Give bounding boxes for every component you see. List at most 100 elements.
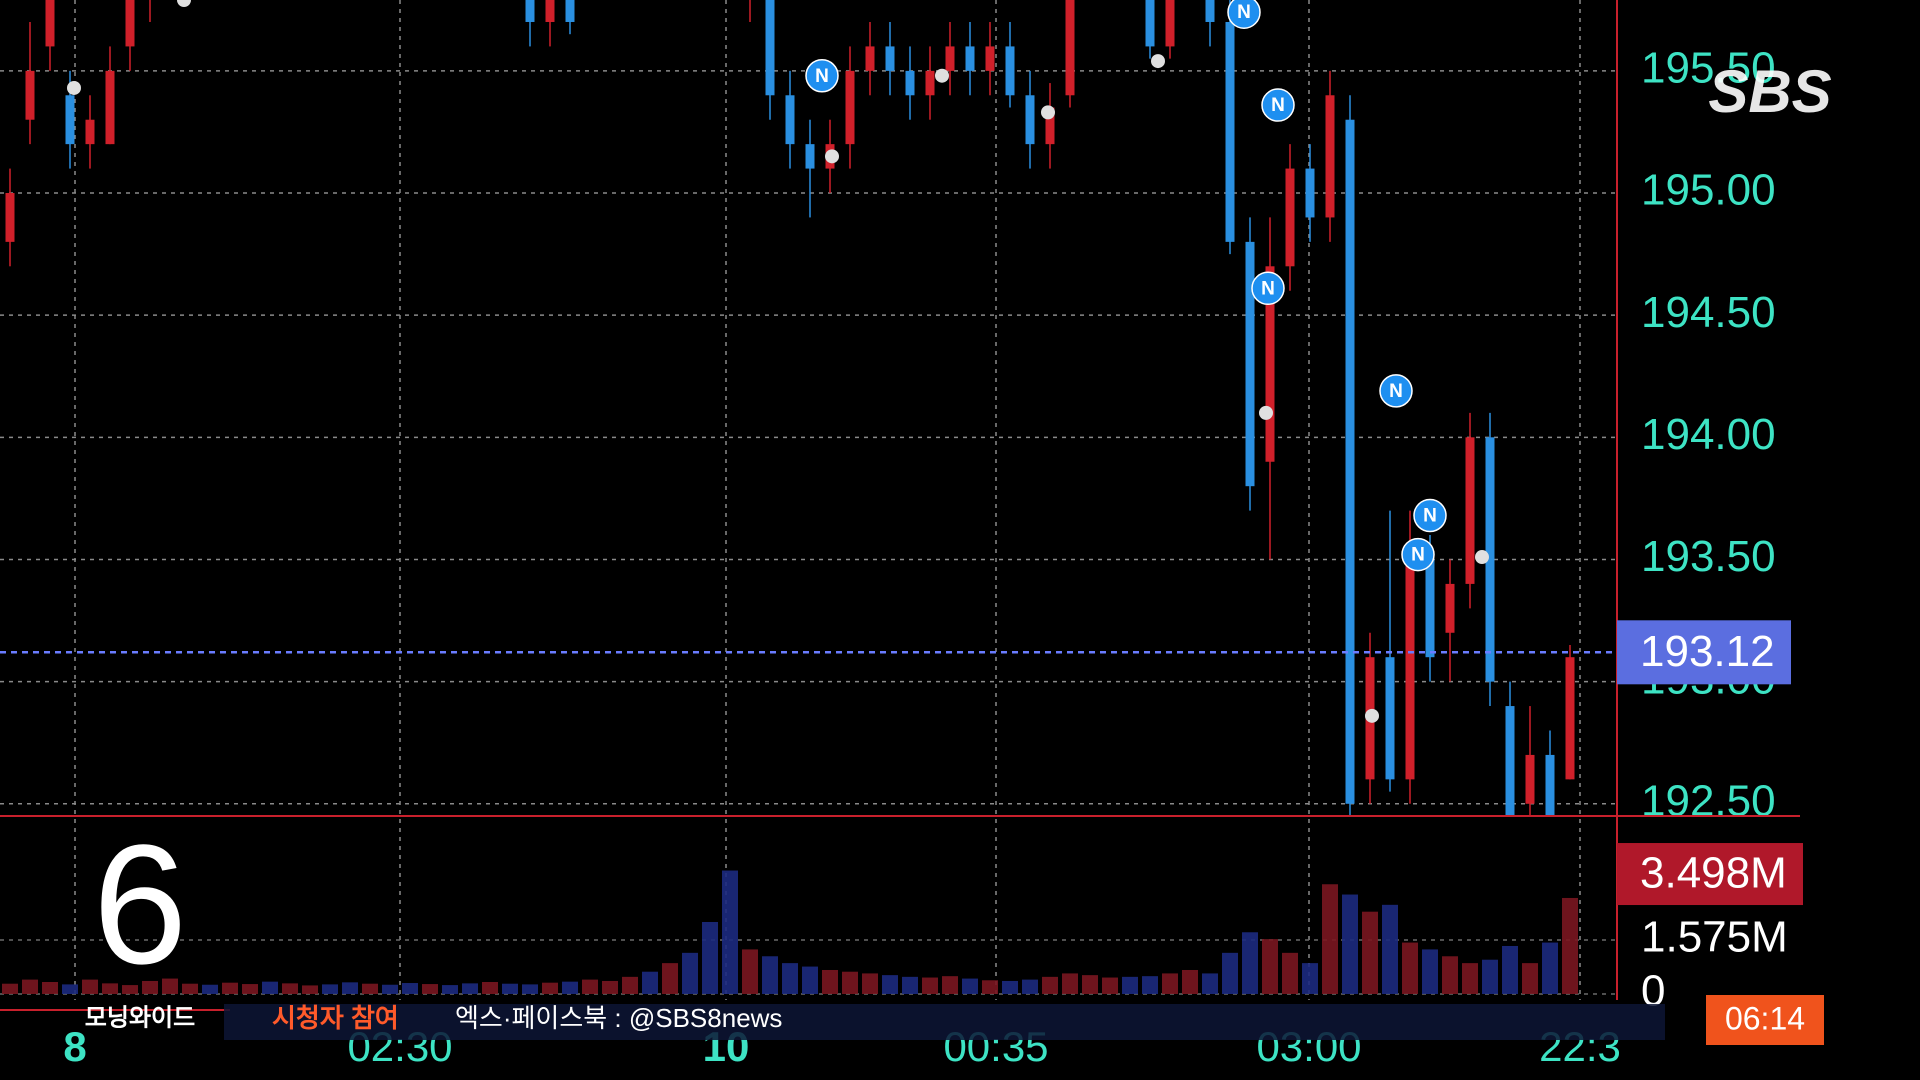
candle-body — [1525, 754, 1535, 804]
y-tick-label: 195.00 — [1641, 166, 1776, 215]
y-tick-label: 194.00 — [1641, 410, 1776, 459]
candle-body — [1045, 107, 1055, 145]
program-name: 모닝와이드 — [85, 1004, 195, 1031]
volume-bar — [862, 973, 878, 994]
volume-bar — [1242, 932, 1258, 994]
channel-logo: SBS — [1708, 58, 1831, 125]
volume-bar — [542, 982, 558, 994]
candle-body — [905, 70, 915, 96]
last-price-label: 193.12 — [1640, 627, 1775, 676]
volume-bar — [62, 984, 78, 994]
volume-bar — [1462, 963, 1478, 994]
volume-bar — [102, 983, 118, 994]
volume-bar — [482, 981, 498, 994]
volume-bar — [1302, 963, 1318, 994]
news-marker-label: N — [1411, 545, 1425, 566]
candle-body — [1465, 437, 1475, 584]
candle-body — [25, 70, 35, 120]
volume-bar — [1082, 975, 1098, 994]
volume-bar — [1362, 911, 1378, 994]
volume-bar — [1382, 904, 1398, 994]
candle-body — [65, 95, 75, 145]
volume-bar — [402, 983, 418, 994]
candle-body — [1005, 46, 1015, 96]
candle-body — [1225, 21, 1235, 242]
volume-bar — [782, 963, 798, 994]
volume-bar — [502, 983, 518, 994]
news-marker-label: N — [1423, 506, 1437, 527]
news-marker — [1261, 88, 1295, 122]
volume-bar — [222, 982, 238, 994]
volume-bar — [202, 984, 218, 994]
candle-body — [1425, 559, 1435, 658]
volume-bar — [2, 983, 18, 994]
candle-body — [845, 70, 855, 145]
candle-body — [1025, 95, 1035, 145]
y-tick-label: 193.50 — [1641, 532, 1776, 581]
y-tick-label: 194.50 — [1641, 288, 1776, 337]
candle-body — [525, 0, 535, 22]
volume-bar — [242, 984, 258, 994]
volume-bar — [582, 979, 598, 994]
marker-dot — [1365, 708, 1379, 723]
volume-bar — [382, 984, 398, 994]
volume-marker-label: 3.498M — [1640, 849, 1787, 898]
volume-bar — [142, 980, 158, 994]
news-marker — [1379, 374, 1413, 408]
volume-bar — [1442, 956, 1458, 994]
news-marker — [1227, 0, 1261, 29]
volume-bar — [1322, 884, 1338, 994]
candle-body — [865, 46, 875, 71]
volume-bar — [522, 984, 538, 994]
candle-body — [1485, 437, 1495, 682]
candle-body — [1285, 168, 1295, 267]
volume-bar — [262, 981, 278, 994]
y-tick-label: 1.575M — [1641, 913, 1788, 962]
news-marker-label: N — [1271, 95, 1285, 116]
volume-bar — [1422, 949, 1438, 994]
candle-body — [1325, 95, 1335, 218]
volume-bar — [42, 981, 58, 994]
marker-dot — [177, 0, 191, 7]
candle-body — [1545, 754, 1555, 816]
volume-bar — [1062, 973, 1078, 994]
candle-body — [565, 0, 575, 22]
candle-body — [125, 0, 135, 47]
candle-body — [805, 144, 815, 169]
volume-bar — [302, 985, 318, 994]
volume-bar — [422, 984, 438, 994]
volume-bar — [22, 979, 38, 994]
marker-dot — [1041, 105, 1055, 120]
volume-bar — [1002, 980, 1018, 994]
ticker-text: 엑스·페이스북 : @SBS8news — [455, 1003, 782, 1033]
x-tick-label: 8 — [63, 1023, 86, 1070]
news-marker — [1251, 271, 1285, 306]
volume-bar — [1522, 963, 1538, 994]
volume-bar — [1162, 973, 1178, 994]
candle-body — [545, 0, 555, 22]
volume-bar — [922, 977, 938, 994]
volume-bar — [1562, 897, 1578, 994]
volume-bar — [442, 985, 458, 994]
candle-body — [85, 119, 95, 145]
volume-bar — [742, 949, 758, 994]
news-marker — [1401, 537, 1435, 572]
volume-bar — [342, 982, 358, 994]
volume-bar — [722, 870, 738, 994]
volume-bar — [1342, 894, 1358, 994]
volume-bar — [762, 956, 778, 994]
clock-box — [1706, 995, 1824, 1045]
volume-bar — [942, 976, 958, 994]
candle-body — [1065, 0, 1075, 96]
marker-dot — [825, 149, 839, 164]
volume-bar — [562, 981, 578, 994]
ticker-bar — [224, 1004, 1665, 1040]
volume-bar — [282, 983, 298, 994]
volume-bar — [122, 985, 138, 994]
volume-bar — [1102, 977, 1118, 994]
candle-body — [985, 46, 995, 71]
candle-body — [765, 0, 775, 96]
news-marker-label: N — [815, 66, 829, 87]
clock: 06:14 — [1725, 1000, 1805, 1036]
marker-dot — [1475, 550, 1489, 565]
